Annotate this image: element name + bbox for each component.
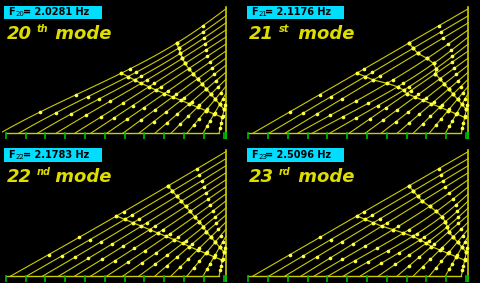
Text: 23: 23 [249,168,274,186]
Text: F: F [251,150,257,160]
Text: 22: 22 [16,154,24,160]
Bar [247,149,344,162]
Text: 21: 21 [258,11,267,18]
Text: = 2.0281 Hz: = 2.0281 Hz [23,7,89,17]
Bar [4,149,102,162]
Text: 21: 21 [249,25,274,43]
Bar [4,6,102,19]
Text: mode: mode [292,25,354,43]
Text: 20: 20 [7,25,32,43]
Text: nd: nd [36,167,51,177]
Text: rd: rd [279,167,291,177]
Text: th: th [36,24,48,34]
Text: = 2.1783 Hz: = 2.1783 Hz [23,150,89,160]
Text: mode: mode [292,168,354,186]
Text: = 2.1176 Hz: = 2.1176 Hz [265,7,331,17]
Text: st: st [279,24,289,34]
Bar [247,6,344,19]
Text: mode: mode [49,168,112,186]
Text: = 2.5096 Hz: = 2.5096 Hz [265,150,331,160]
Text: 20: 20 [16,11,25,18]
Text: 22: 22 [7,168,32,186]
Text: F: F [251,7,257,17]
Text: 23: 23 [258,154,267,160]
Text: F: F [9,150,15,160]
Text: F: F [9,7,15,17]
Text: mode: mode [49,25,112,43]
